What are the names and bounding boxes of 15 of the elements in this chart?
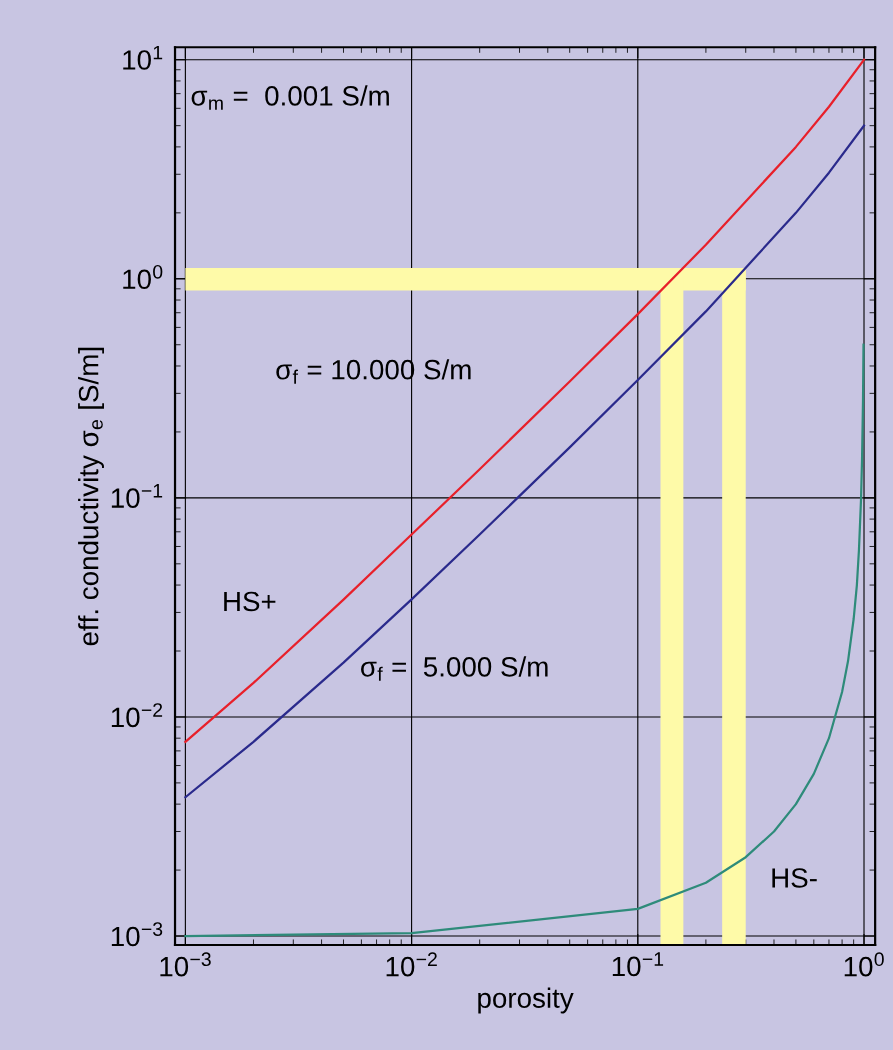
x-tick-label: 10$^{−3}$ [160, 952, 211, 977]
y-axis-title: eff. conductivity σ$_{e}$ [S/m] [78, 347, 104, 646]
x-tick-label: 10$^{−2}$ [386, 952, 437, 977]
annotation: σ$_{m}$ = 0.001 S/m [191, 85, 389, 110]
y-tick-label: 10$^{−2}$ [111, 703, 163, 728]
y-tick-label: 10$^{−1}$ [111, 484, 163, 508]
annotation: HS+ [224, 591, 276, 612]
x-tick-label: 10$^{−1}$ [612, 952, 664, 977]
y-tick-label: 10$^{−3}$ [111, 922, 163, 947]
y-tick-label: 10$^{1}$ [123, 45, 163, 70]
annotation: HS- [772, 868, 817, 888]
annotation: σ$_{f}$ = 5.000 S/m [361, 656, 548, 681]
x-axis-title: porosity [478, 987, 574, 1014]
y-tick-label: 10$^{0}$ [123, 264, 163, 290]
x-tick-label: 10$^{0}$ [844, 952, 884, 977]
